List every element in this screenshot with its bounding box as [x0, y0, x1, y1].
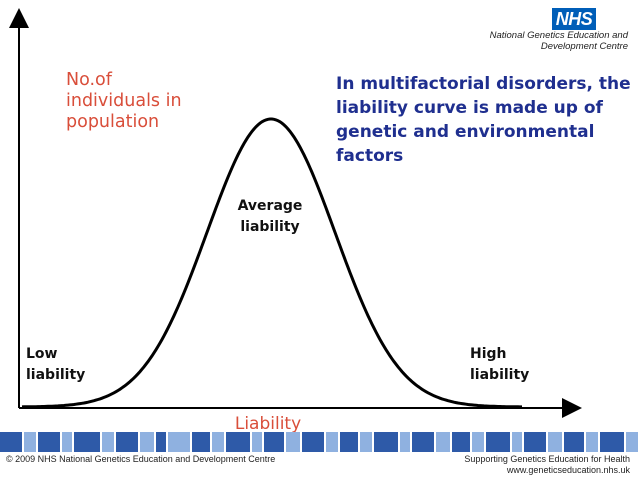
- headline-line-1: In multifactorial disorders, the: [336, 74, 631, 94]
- average-liability-label: Average liability: [230, 196, 310, 238]
- stripe-block: [412, 432, 434, 452]
- stripe-block: [212, 432, 224, 452]
- headline-line-4: factors: [336, 146, 404, 166]
- x-axis-label: Liability: [234, 414, 302, 434]
- y-axis-label: No.of individuals in population: [66, 70, 216, 133]
- stripe-block: [512, 432, 522, 452]
- stripe-block: [486, 432, 510, 452]
- stripe-block: [168, 432, 190, 452]
- stripe-block: [38, 432, 60, 452]
- low-liability-line-2: liability: [26, 367, 86, 383]
- stripe-block: [116, 432, 138, 452]
- footer-right: Supporting Genetics Education for Health…: [370, 454, 630, 476]
- stripe-block: [102, 432, 114, 452]
- stripe-block: [192, 432, 210, 452]
- stripe-block: [600, 432, 624, 452]
- y-axis-label-line-2: individuals in: [66, 91, 182, 111]
- headline-line-3: genetic and environmental: [336, 122, 595, 142]
- stripe-block: [400, 432, 410, 452]
- stripe-block: [62, 432, 72, 452]
- y-axis-label-line-3: population: [66, 112, 160, 132]
- stripe-block: [586, 432, 598, 452]
- stripe-block: [340, 432, 358, 452]
- average-liability-line-2: liability: [240, 219, 300, 235]
- stripe-block: [226, 432, 250, 452]
- stripe-block: [360, 432, 372, 452]
- low-liability-line-1: Low: [26, 346, 58, 362]
- stripe-block: [626, 432, 638, 452]
- stripe-block: [452, 432, 470, 452]
- stripe-block: [302, 432, 324, 452]
- org-name-line-1: National Genetics Education and: [489, 30, 628, 41]
- high-liability-line-1: High: [470, 346, 507, 362]
- footer-copyright: © 2009 NHS National Genetics Education a…: [6, 454, 276, 464]
- stripe-block: [326, 432, 338, 452]
- stripe-block: [374, 432, 398, 452]
- stripe-block: [140, 432, 154, 452]
- average-liability-line-1: Average: [237, 198, 303, 214]
- decorative-stripe-bar: [0, 432, 638, 452]
- org-name-line-2: Development Centre: [540, 41, 628, 52]
- footer-website: www.geneticseducation.nhs.uk: [506, 465, 630, 475]
- bell-curve: [21, 117, 522, 409]
- stripe-block: [472, 432, 484, 452]
- stripe-block: [24, 432, 36, 452]
- headline-line-2: liability curve is made up of: [336, 98, 603, 118]
- stripe-block: [564, 432, 584, 452]
- low-liability-label: Low liability: [26, 344, 106, 386]
- stripe-block: [436, 432, 450, 452]
- stripe-block: [74, 432, 100, 452]
- high-liability-line-2: liability: [470, 367, 530, 383]
- stripe-block: [286, 432, 300, 452]
- stripe-block: [252, 432, 262, 452]
- stripe-block: [156, 432, 166, 452]
- high-liability-label: High liability: [470, 344, 550, 386]
- stripe-block: [524, 432, 546, 452]
- stripe-block: [264, 432, 284, 452]
- headline: In multifactorial disorders, the liabili…: [336, 72, 636, 168]
- nhs-logo: NHS: [552, 8, 596, 30]
- y-axis-label-line-1: No.of: [66, 70, 112, 90]
- footer-tagline: Supporting Genetics Education for Health: [464, 454, 630, 464]
- org-name: National Genetics Education and Developm…: [408, 30, 628, 52]
- stripe-block: [548, 432, 562, 452]
- stripe-block: [0, 432, 22, 452]
